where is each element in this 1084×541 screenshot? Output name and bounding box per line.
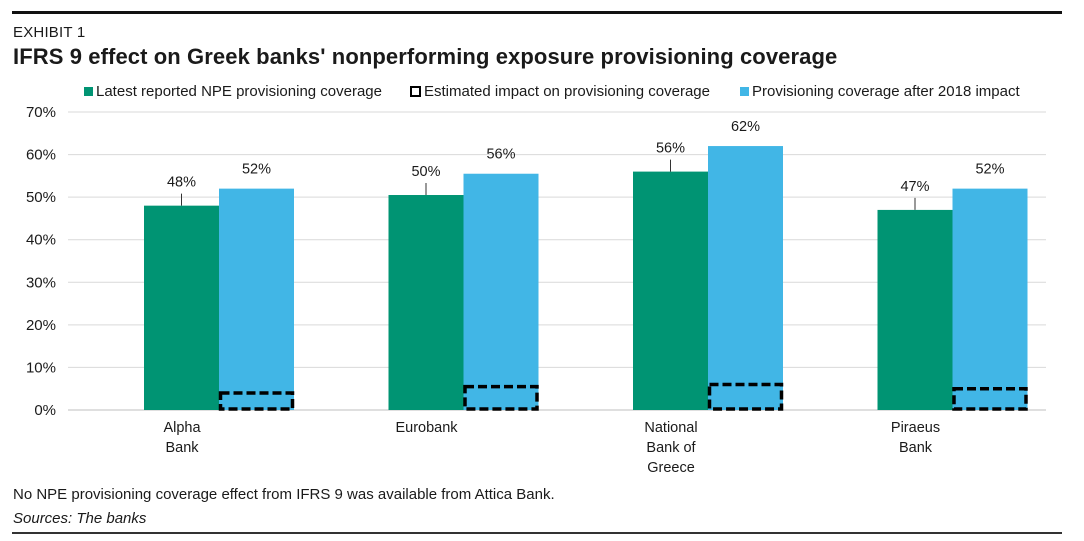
data-label-after: 52%: [975, 162, 1004, 178]
legend-swatch-dashed: [410, 86, 421, 97]
footnote: No NPE provisioning coverage effect from…: [13, 486, 555, 503]
y-tick-label: 50%: [26, 189, 56, 206]
legend-item-after: Provisioning coverage after 2018 impact: [740, 83, 1020, 100]
legend-swatch-green: [84, 87, 93, 96]
legend-swatch-blue: [740, 87, 749, 96]
data-label-after: 62%: [731, 119, 760, 135]
y-tick-label: 60%: [26, 147, 56, 164]
top-rule: [12, 11, 1062, 14]
category-label: Piraeus: [891, 420, 940, 436]
y-tick-label: 70%: [26, 104, 56, 121]
category-label: Bank: [165, 440, 199, 456]
legend-label-after: Provisioning coverage after 2018 impact: [752, 83, 1020, 100]
bar-latest: [633, 171, 708, 410]
data-label-latest: 48%: [167, 175, 196, 191]
bar-latest: [388, 195, 464, 410]
category-label: Bank: [899, 440, 933, 456]
bar-after: [463, 173, 539, 410]
legend-label-impact: Estimated impact on provisioning coverag…: [424, 83, 710, 100]
category-label: National: [644, 420, 697, 436]
bars: [144, 146, 1028, 411]
legend-item-impact: Estimated impact on provisioning coverag…: [410, 83, 710, 100]
bottom-rule: [12, 532, 1062, 534]
y-axis-ticks: 0% 10% 20% 30% 40% 50% 60% 70%: [26, 104, 56, 419]
data-label-latest: 50%: [411, 164, 440, 180]
y-tick-label: 0%: [34, 402, 56, 419]
category-label: Eurobank: [395, 420, 458, 436]
data-labels: 48% 52% 50% 56% 56% 62% 47% 52%: [167, 119, 1005, 210]
impact-box: [463, 384, 539, 411]
bar-latest: [877, 209, 953, 410]
legend-label-latest: Latest reported NPE provisioning coverag…: [96, 83, 382, 100]
category-label: Greece: [647, 460, 695, 476]
bar-latest: [144, 205, 219, 410]
data-label-latest: 47%: [900, 179, 929, 195]
bar-after: [952, 188, 1028, 410]
category-label: Bank of: [646, 440, 696, 456]
y-tick-label: 30%: [26, 274, 56, 291]
chart-title: IFRS 9 effect on Greek banks' nonperform…: [13, 44, 838, 69]
bar-after: [708, 146, 783, 411]
impact-box: [952, 386, 1028, 411]
data-label-after: 56%: [486, 147, 515, 163]
bar-after: [219, 188, 294, 410]
category-labels: Alpha Bank Eurobank National Bank of Greece Pi…: [163, 420, 940, 476]
y-tick-label: 20%: [26, 317, 56, 334]
impact-box: [707, 382, 784, 411]
sources: Sources: The banks: [13, 510, 147, 527]
y-tick-label: 10%: [26, 359, 56, 376]
category-label: Alpha: [163, 420, 201, 436]
legend-item-latest: Latest reported NPE provisioning coverag…: [84, 83, 382, 100]
exhibit-label: EXHIBIT 1: [13, 24, 86, 41]
impact-box: [218, 391, 295, 411]
data-label-latest: 56%: [656, 141, 685, 157]
y-tick-label: 40%: [26, 232, 56, 249]
data-label-after: 52%: [242, 162, 271, 178]
